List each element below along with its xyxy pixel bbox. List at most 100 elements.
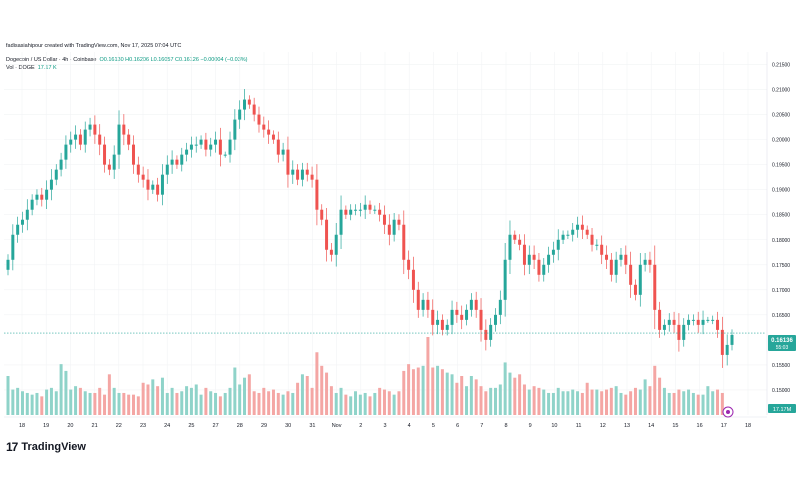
candle-body bbox=[358, 209, 362, 211]
volume-bar bbox=[281, 394, 285, 415]
time-tick-label: 22 bbox=[116, 423, 122, 429]
volume-bar bbox=[609, 387, 613, 415]
volume-bar bbox=[329, 386, 333, 415]
candle-body bbox=[667, 319, 671, 325]
volume-bar bbox=[156, 386, 160, 415]
time-tick-label: 31 bbox=[309, 423, 315, 429]
price-tick-label: 0.21000 bbox=[772, 88, 790, 94]
volume-bar bbox=[600, 391, 604, 415]
candle-body bbox=[214, 139, 218, 145]
volume-bar bbox=[131, 394, 135, 415]
volume-bar bbox=[397, 391, 401, 415]
author-caption: fadisasiahipour created with TradingView… bbox=[6, 43, 182, 49]
volume-bar bbox=[667, 392, 671, 415]
candle-body bbox=[696, 319, 700, 325]
symbol-legend[interactable]: Dogecoin / US Dollar · 4h · Coinbase O0.1… bbox=[6, 57, 248, 63]
volume-bar bbox=[238, 384, 242, 415]
candle-body bbox=[286, 149, 290, 175]
volume-bar bbox=[315, 352, 319, 415]
volume-bar bbox=[305, 376, 309, 415]
price-tick-label: 0.18500 bbox=[772, 213, 790, 219]
volume-badge: 17.17M bbox=[768, 404, 796, 413]
candle-body bbox=[20, 219, 24, 225]
volume-bar bbox=[180, 391, 184, 415]
volume-bar bbox=[117, 392, 121, 415]
candle-body bbox=[141, 174, 145, 180]
time-tick-label: 21 bbox=[92, 423, 98, 429]
volume-bar bbox=[122, 392, 126, 415]
candle-body bbox=[382, 214, 386, 225]
candle-body bbox=[78, 134, 82, 145]
volume-bar bbox=[233, 367, 237, 415]
volume-bar bbox=[484, 391, 488, 415]
candle-body bbox=[450, 309, 454, 325]
volume-bar bbox=[160, 377, 164, 415]
candle-body bbox=[498, 299, 502, 315]
volume-bar bbox=[339, 387, 343, 415]
candle-body bbox=[199, 139, 203, 145]
price-tick-label: 0.18000 bbox=[772, 238, 790, 244]
volume-bar bbox=[590, 389, 594, 415]
volume-bar bbox=[431, 367, 435, 415]
grid-lines bbox=[4, 52, 767, 415]
volume-bar bbox=[11, 389, 15, 415]
time-tick-label: 8 bbox=[504, 423, 507, 429]
volume-bar bbox=[252, 391, 256, 415]
volume-bar bbox=[672, 392, 676, 415]
candle-body bbox=[416, 289, 420, 310]
volume-legend[interactable]: Vol · DOGE 17.17 K bbox=[6, 65, 57, 71]
volume-bar bbox=[580, 392, 584, 415]
candle-body bbox=[334, 234, 338, 255]
time-tick-label: 18 bbox=[745, 423, 751, 429]
volume-bar bbox=[411, 369, 415, 415]
candle-body bbox=[605, 254, 609, 260]
time-tick-label: 15 bbox=[672, 423, 678, 429]
candle-body bbox=[484, 329, 488, 340]
candle-body bbox=[281, 149, 285, 155]
tradingview-logo[interactable]: 17 TradingView bbox=[6, 440, 86, 454]
candle-body bbox=[402, 224, 406, 260]
volume-bar bbox=[605, 389, 609, 415]
volume-bar bbox=[643, 379, 647, 415]
candle-body bbox=[474, 299, 478, 310]
volume-bar bbox=[296, 382, 300, 415]
volume-bar bbox=[112, 387, 116, 415]
candle-body bbox=[11, 234, 15, 260]
volume-badge-bg bbox=[768, 404, 796, 413]
volume-bar bbox=[20, 391, 24, 415]
time-axis: 18 19 20 21 22 23 24 25 27 28 29 30 31 Nov 2 3 4 5 6 7 8 9 10 1… bbox=[19, 423, 751, 429]
candle-body bbox=[112, 154, 116, 170]
volume-bar bbox=[571, 389, 575, 415]
time-tick-label: 5 bbox=[432, 423, 435, 429]
volume-bar bbox=[687, 389, 691, 415]
candle-body bbox=[238, 109, 242, 120]
volume-bar bbox=[228, 387, 232, 415]
candle-body bbox=[262, 124, 266, 130]
volume-bar bbox=[267, 391, 271, 415]
candle-body bbox=[585, 229, 589, 235]
candle-body bbox=[662, 324, 666, 330]
candle-body bbox=[291, 169, 295, 175]
volume-bar bbox=[614, 386, 618, 415]
last-price-badge-bg bbox=[768, 335, 796, 351]
volume-bar bbox=[74, 386, 78, 415]
candle-body bbox=[436, 319, 440, 325]
candle-body bbox=[407, 259, 411, 270]
candle-body bbox=[653, 264, 657, 310]
volume-bar bbox=[189, 387, 193, 415]
volume-bar bbox=[474, 379, 478, 415]
candle-body bbox=[40, 194, 44, 200]
candle-body bbox=[25, 209, 29, 220]
volume-bar bbox=[566, 391, 570, 415]
time-tick-label: 20 bbox=[67, 423, 73, 429]
candle-body bbox=[720, 329, 724, 355]
volume-bar bbox=[624, 394, 628, 415]
volume-bar bbox=[595, 389, 599, 415]
candle-body bbox=[325, 219, 329, 250]
volume-bar bbox=[170, 387, 174, 415]
candle-body bbox=[185, 149, 189, 155]
candle-body bbox=[267, 129, 271, 135]
candle-body bbox=[98, 134, 102, 145]
candle-body bbox=[146, 179, 150, 190]
